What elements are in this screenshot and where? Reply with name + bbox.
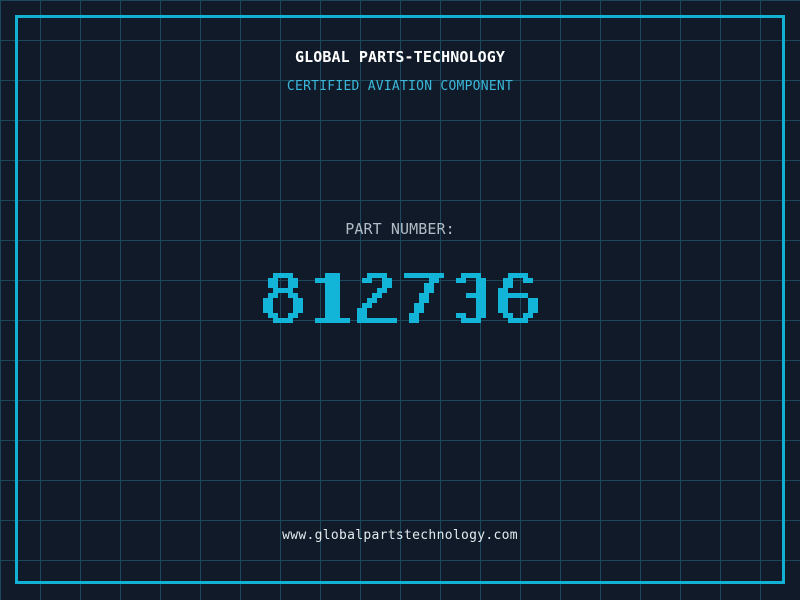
brand-title: GLOBAL PARTS-TECHNOLOGY — [294, 48, 505, 66]
pixel-digit — [356, 273, 397, 323]
pixel-digit — [403, 273, 444, 323]
pixel-digit — [497, 273, 538, 323]
pixel-digit — [314, 273, 350, 323]
part-number-label: PART NUMBER: — [345, 220, 455, 238]
pixel-digit — [455, 273, 486, 323]
border-frame — [15, 15, 785, 584]
certification-subtitle: CERTIFIED AVIATION COMPONENT — [286, 79, 514, 94]
pixel-digit — [262, 273, 303, 323]
part-number-value — [0, 273, 800, 323]
website-url: www.globalpartstechnology.com — [282, 528, 518, 543]
